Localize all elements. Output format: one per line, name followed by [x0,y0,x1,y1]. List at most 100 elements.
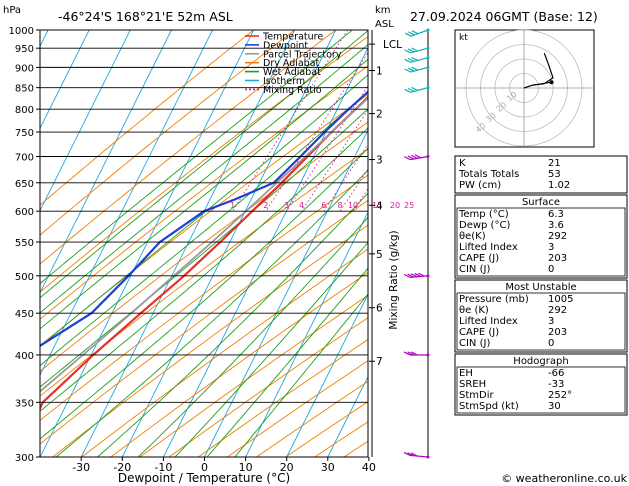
pressure-tick-label: 1000 [9,26,34,37]
mixing-ratio-label: 3 [284,201,289,210]
altitude-axis: 7 6 5 4 3 2 1 LCL [369,30,402,457]
surface-indices-row-label: CAPE (J) [459,253,499,264]
legend-label: Mixing Ratio [263,85,322,96]
isotherm-line [327,375,368,457]
pressure-tick-label: 300 [15,453,34,464]
surface-indices-row-label: θe(K) [459,231,486,242]
pressure-tick-label: 850 [15,84,34,95]
pressure-tick-label: 550 [15,238,34,249]
hodograph-indices-row-label: StmSpd (kt) [459,401,519,412]
isotherm-line [80,30,296,457]
temperature-line [40,95,368,411]
wind-barb [403,451,430,459]
temperature-axis: -30 -20 -10 0 10 20 30 40 [72,457,376,474]
isotherm-line [0,30,7,457]
altitude-tick-label: LCL [383,39,402,51]
temperature-tick-label: 10 [239,461,253,474]
surface-indices-row-value: 3.6 [548,220,564,231]
hodograph-indices-row-value: 252° [548,390,572,401]
wind-barb [404,65,430,73]
hodograph-indices-row-value: -33 [548,379,564,390]
mixing-ratio-label: 4 [299,201,304,210]
altitude-tick-label: 6 [376,303,383,315]
x-axis-label: Dewpoint / Temperature (°C) [118,471,290,485]
isotherm-line [40,30,90,130]
unstable-indices-title: Most Unstable [505,282,576,293]
dry-adiabat-line [168,317,368,457]
hodograph-indices-title: Hodograph [513,356,568,367]
index-top-row-value: 1.02 [548,180,570,191]
legend-label: Wet Adiabat [263,67,321,78]
temperature-tick-label: 0 [201,461,208,474]
wind-barbs [403,28,430,459]
wet-adiabat-line [97,192,368,457]
hodograph-indices-row-label: EH [459,368,473,379]
hodograph-trace [523,52,554,89]
surface-indices-row-label: Dewp (°C) [459,220,510,231]
mixing-ratio-line [232,30,348,212]
datetime-title: 27.09.2024 06GMT (Base: 12) [410,9,598,24]
mixing-ratio-label: 6 [321,201,326,210]
dry-adiabat-line [40,30,254,206]
surface-indices-row-value: 3 [548,242,554,253]
index-top-row-label: PW (cm) [459,180,501,191]
pressure-tick-label: 700 [15,152,34,163]
unstable-indices-row-label: θe (K) [459,305,489,316]
temperature-tick-label: -10 [154,461,172,474]
dry-adiabat-line [40,199,368,445]
indices-panel: K 21 Totals Totals 53 PW (cm) 1.02 Surface Temp… [454,155,628,416]
altitude-tick-label: 5 [376,249,383,261]
hodograph-indices-row-value: 30 [548,401,561,412]
wet-adiabat-line [234,293,368,457]
temperature-tick-label: 30 [321,461,335,474]
legend-label: Parcel Trajectory [263,49,342,60]
mixing-ratio-label: 8 [338,201,343,210]
mixing-ratio-label: 25 [404,201,414,210]
wind-barb [404,28,430,37]
pressure-axis: 300 350 400 450 500 550 600 650 700 750 800 850 900 9… [9,26,40,464]
surface-indices-row-value: 6.3 [548,209,564,220]
wet-adiabat-line [40,108,368,388]
isotherm-line [245,211,368,457]
temperature-tick-label: 40 [362,461,376,474]
isotherm-line [162,46,368,457]
unstable-indices-box [454,279,628,353]
wind-barb [404,86,430,93]
mixing-ratio-label: 20 [390,201,400,210]
pressure-tick-label: 400 [15,351,34,362]
temperature-tick-label: -20 [113,461,131,474]
unstable-indices-row-value: 3 [548,316,554,327]
wind-barb [404,154,430,161]
isotherm-line [40,30,255,457]
altitude-tick-label: 4 [376,200,383,212]
unstable-indices-row-label: CIN (J) [459,338,490,349]
hodograph-indices-row-value: -66 [548,368,564,379]
pressure-tick-label: 750 [15,128,34,139]
pressure-tick-label: 650 [15,179,34,190]
surface-indices-row-value: 203 [548,253,567,264]
altitude-tick-label: 7 [376,356,383,368]
mixing-ratio-line [265,51,368,212]
mixing-ratio-line [339,168,368,212]
pressure-tick-label: 350 [15,398,34,409]
hodograph-indices-row-label: SREH [459,379,486,390]
wind-barb [403,351,430,357]
wind-barb [403,272,430,278]
mixing-ratio-label: 2 [263,201,268,210]
hodograph-indices-row-label: StmDir [459,390,494,401]
storm-motion-marker [549,80,554,85]
isotherm-line [204,128,368,457]
surface-indices-row-value: 292 [548,231,567,242]
mixing-ratio-label: 15 [372,201,382,210]
wind-barb [404,46,430,54]
surface-indices-row-label: Lifted Index [459,242,518,253]
legend-label: Dry Adiabat [263,58,320,69]
wet-adiabat-line [174,241,368,457]
mixing-ratio-label: 1 [230,201,235,210]
asl-unit-label: ASL [375,19,394,30]
unstable-indices-row-value: 0 [548,338,554,349]
altitude-tick-label: 3 [376,155,383,167]
km-unit-label: km [375,5,391,16]
pressure-tick-label: 450 [15,309,34,320]
index-top-row-value: 21 [548,158,561,169]
